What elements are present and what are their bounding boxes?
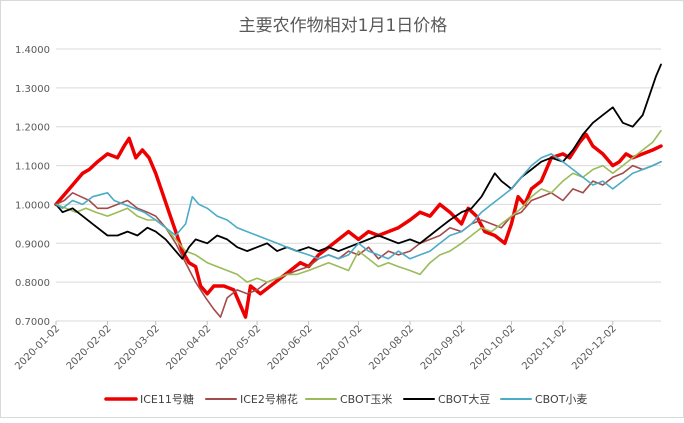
legend: ICE11号糖 ICE2号棉花 CBOT玉米 CBOT大豆 CBOT小麦	[104, 392, 587, 406]
x-tick-label: 2020-03-02	[113, 323, 162, 372]
legend-label: ICE11号糖	[140, 392, 194, 406]
x-tick-label: 2020-09-02	[419, 323, 468, 372]
x-tick-label: 2020-04-02	[164, 323, 213, 372]
x-tick-label: 2020-02-02	[65, 323, 114, 372]
series-line-5	[55, 153, 662, 260]
y-tick-label: 0.7000	[15, 317, 50, 328]
series-lines	[54, 63, 663, 319]
legend-label: ICE2号棉花	[240, 392, 298, 406]
y-tick-label: 0.8000	[15, 278, 50, 289]
legend-label: CBOT玉米	[340, 393, 392, 406]
y-tick-label: 1.3000	[15, 84, 50, 95]
y-tick-label: 1.0000	[15, 200, 50, 211]
series-line-1	[54, 132, 663, 319]
x-axis-ticks: 2020-01-02 2020-02-02 2020-03-02 2020-04-02…	[13, 321, 619, 372]
legend-label: CBOT小麦	[535, 393, 587, 406]
chart-title: 主要农作物相对1月1日价格	[239, 16, 448, 36]
y-tick-label: 1.4000	[15, 45, 50, 56]
x-tick-label: 2020-07-02	[316, 323, 365, 372]
series-line-2	[55, 160, 662, 318]
y-tick-label: 1.2000	[15, 123, 50, 134]
x-tick-label: 2020-10-02	[469, 323, 518, 372]
x-tick-label: 2020-01-02	[13, 323, 62, 372]
grid-lines	[56, 48, 661, 322]
x-tick-label: 2020-05-02	[214, 323, 263, 372]
y-axis-ticks: 0.7000 0.8000 0.9000 1.0000 1.1000 1.2000 1.30…	[15, 45, 50, 328]
y-tick-label: 0.9000	[15, 239, 50, 250]
x-tick-label: 2020-11-02	[520, 323, 569, 372]
y-tick-label: 1.1000	[15, 162, 50, 173]
x-tick-label: 2020-06-02	[266, 323, 315, 372]
x-tick-label: 2020-12-02	[570, 323, 619, 372]
series-line-4	[55, 63, 662, 260]
x-tick-label: 2020-08-02	[367, 323, 416, 372]
legend-label: CBOT大豆	[438, 392, 490, 406]
